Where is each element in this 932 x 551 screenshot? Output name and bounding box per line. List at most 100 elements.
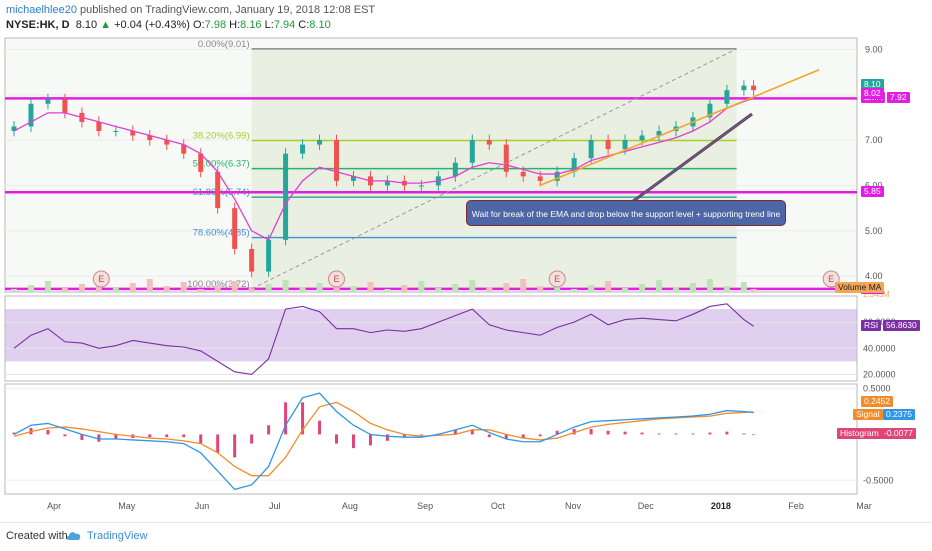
earnings-marker: [92, 270, 110, 288]
price-axis-tick: 5.00: [865, 226, 883, 236]
time-axis-tick: Jun: [195, 501, 210, 511]
candle-body: [28, 103, 34, 127]
candle-body: [62, 99, 68, 113]
macd-axis-tick: -0.5000: [863, 475, 894, 485]
volume-bar: [656, 280, 663, 292]
time-axis-tick: Mar: [856, 501, 872, 511]
volume-bar: [588, 285, 595, 292]
fib-trend-line: [251, 48, 737, 290]
macd-pane[interactable]: [5, 388, 857, 491]
fib-level-label: 100.00%(3.72): [187, 279, 249, 290]
low-value: 7.94: [273, 19, 296, 31]
candle-body: [249, 248, 255, 272]
candle-body: [656, 130, 662, 136]
candle-body: [283, 153, 289, 240]
volume-bar: [486, 287, 493, 292]
volume-bar: [537, 286, 544, 292]
candle-body: [588, 140, 594, 159]
high-value: 8.16: [240, 19, 262, 31]
rsi-band: [5, 309, 857, 362]
volume-bar: [672, 287, 679, 292]
candle-body: [232, 208, 238, 249]
candle-body: [300, 144, 306, 154]
time-axis-tick: Jul: [269, 501, 281, 511]
open-label: O:: [193, 19, 205, 31]
symbol-label[interactable]: NYSE:HK, D: [6, 19, 70, 31]
fib-level-label: 78.60%(4.85): [193, 228, 250, 239]
time-axis-tick: Sep: [417, 501, 433, 511]
volume-bar: [350, 286, 357, 292]
volume-bar: [129, 283, 136, 292]
candle-body: [266, 239, 272, 272]
rsi-line: [13, 303, 754, 376]
candle-body: [45, 99, 51, 104]
candle-body: [520, 171, 526, 177]
earnings-marker-label: E: [554, 274, 560, 284]
chart-header: michaelhlee20 published on TradingView.c…: [0, 0, 932, 34]
volume-bar: [435, 288, 442, 292]
price-axis-tick: 9.00: [865, 44, 883, 54]
time-axis-tick: Feb: [788, 501, 804, 511]
macd-value-tag: 0.2375: [883, 408, 915, 420]
time-axis-tick: Dec: [638, 501, 655, 511]
volume-bar: [27, 285, 34, 292]
earnings-marker: [328, 270, 346, 288]
candle-body: [741, 85, 747, 91]
fib-level-label: 38.20%(6.99): [193, 131, 250, 142]
time-axis-tick: 2018: [711, 501, 731, 511]
volume-bar: [248, 288, 255, 292]
volume-bar: [197, 289, 204, 292]
time-axis-tick: May: [118, 501, 136, 511]
candle-body: [350, 176, 356, 181]
candle-body: [486, 140, 492, 145]
time-axis-tick: Oct: [491, 501, 506, 511]
macd-line: [13, 392, 754, 491]
volume-bar: [384, 289, 391, 292]
candle-body: [317, 140, 323, 145]
earnings-marker: [548, 270, 566, 288]
price-pane[interactable]: 0.00%(9.01)38.20%(6.99)50.00%(6.37)61.80…: [5, 39, 857, 292]
price-axis-tick: 6.00: [865, 180, 883, 190]
candle-body: [147, 135, 153, 141]
volume-bar: [231, 281, 238, 292]
footer: Created with TradingView: [0, 522, 932, 551]
signal-value-tag: 0.2452: [861, 395, 893, 407]
volume-bar: [571, 289, 578, 292]
volume-bar: [418, 281, 425, 292]
tradingview-cloud-icon: [66, 532, 81, 540]
level-value-tag: 5.85: [861, 186, 884, 198]
earnings-marker-label: E: [98, 274, 104, 284]
price-change: +0.04 (+0.43%): [114, 19, 190, 31]
histogram-label-tag: Histogram: [837, 428, 882, 440]
volume-bar: [723, 286, 730, 292]
created-with-label: Created with: [6, 530, 68, 542]
annotation-callout[interactable]: Wait for break of the EMA and drop below…: [466, 200, 786, 226]
level-value-tag: 7.92: [887, 92, 910, 104]
volume-bar: [214, 285, 221, 292]
price-axis-tick: 7.00: [865, 135, 883, 145]
volume-bar: [750, 289, 757, 292]
candle-body: [96, 121, 102, 131]
candle-body: [469, 140, 475, 163]
chart-canvas[interactable]: 0.00%(9.01)38.20%(6.99)50.00%(6.37)61.80…: [0, 0, 932, 522]
histogram-value-tag: -0.0077: [881, 428, 916, 440]
support-trend-line: [539, 69, 820, 187]
volume-bar: [401, 285, 408, 292]
callout-pointer-inner: [631, 113, 753, 203]
candle-body: [11, 126, 17, 131]
macd-pane-bg: [4, 383, 858, 495]
signal-line: [13, 401, 754, 477]
last-price: 8.10: [75, 19, 98, 31]
author-link[interactable]: michaelhlee20: [6, 4, 77, 16]
ema-line: [13, 97, 754, 241]
volume-bar: [689, 283, 696, 292]
candle-body: [384, 180, 390, 186]
volume-bar: [112, 287, 119, 292]
volume-bar: [367, 282, 374, 292]
volume-bar: [740, 282, 747, 292]
tradingview-brand-link[interactable]: TradingView: [87, 530, 148, 542]
volume-bar: [299, 287, 306, 292]
volume-bar: [61, 288, 68, 292]
rsi-pane[interactable]: [5, 303, 857, 376]
candle-body: [452, 162, 458, 177]
